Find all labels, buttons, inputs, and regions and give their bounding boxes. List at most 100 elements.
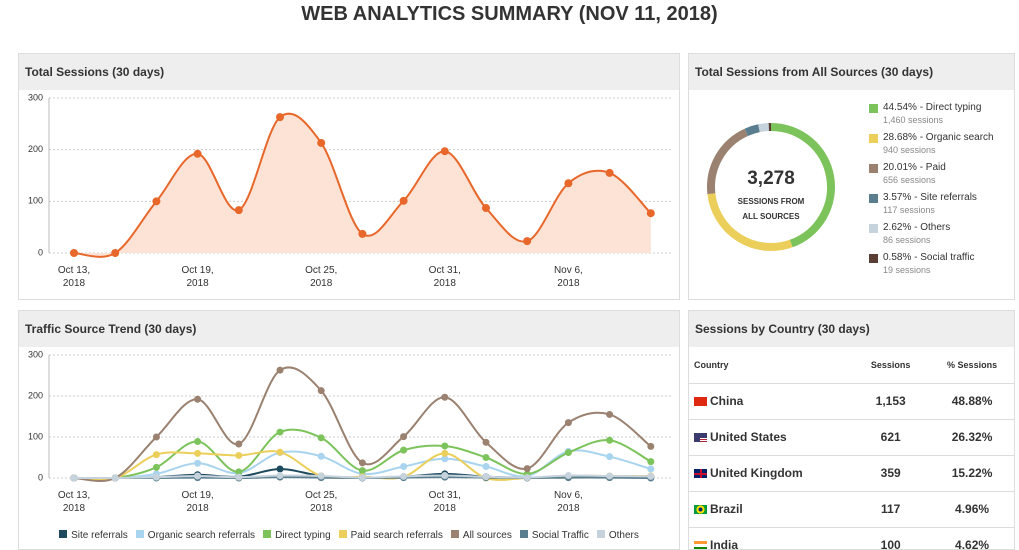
legend-item: Paid search referrals [339, 530, 443, 541]
point [606, 472, 613, 479]
flag-icon [694, 433, 707, 442]
legend-swatch [869, 164, 878, 173]
table-cell: 48.88% [930, 383, 1014, 419]
panel: Total Sessions from All Sources (30 days… [688, 53, 1015, 300]
point [647, 443, 654, 450]
legend-swatch [339, 530, 347, 538]
point [70, 249, 78, 257]
cell-text: 621 [881, 430, 901, 444]
table-cell: 15.22% [930, 455, 1014, 491]
x-tick-label: Oct 13, 2018 [49, 264, 99, 290]
legend-label: 44.54% - Direct typing [883, 102, 981, 113]
page-title: WEB ANALYTICS SUMMARY (NOV 11, 2018) [0, 3, 1019, 26]
point [112, 475, 119, 482]
point [606, 437, 613, 444]
cell-text: United Kingdom [710, 466, 803, 480]
y-tick-label: 300 [28, 349, 43, 359]
legend-swatch [263, 530, 271, 538]
cell-text: China [710, 394, 743, 408]
point [441, 443, 448, 450]
flag-icon [694, 541, 707, 550]
cell-text: 4.96% [955, 502, 989, 516]
point [606, 453, 613, 460]
point [153, 474, 160, 481]
table-cell: 100 [851, 527, 930, 550]
column-header: Country [689, 347, 851, 383]
table-cell: 26.32% [930, 419, 1014, 455]
legend-swatch [520, 530, 528, 538]
legend-label: Social Traffic [532, 530, 589, 541]
point [441, 147, 449, 155]
point [483, 454, 490, 461]
legend-swatch [869, 104, 878, 113]
table-cell: Brazil [689, 491, 851, 527]
legend-swatch [451, 530, 459, 538]
point [359, 467, 366, 474]
point [235, 474, 242, 481]
y-tick-label: 0 [38, 472, 43, 482]
legend-sub: 656 sessions [883, 175, 936, 185]
legend-swatch [869, 224, 878, 233]
point [647, 473, 654, 480]
donut-segment [711, 132, 746, 193]
legend-label: Site referrals [71, 530, 128, 541]
y-tick-label: 100 [28, 431, 43, 441]
legend-sub: 117 sessions [883, 205, 935, 215]
legend-swatch [597, 530, 605, 538]
table-cell: United Kingdom [689, 455, 851, 491]
point [317, 139, 325, 147]
point [194, 460, 201, 467]
x-tick-label: Oct 25, 2018 [296, 489, 346, 515]
point [153, 464, 160, 471]
x-tick-label: Oct 25, 2018 [296, 264, 346, 290]
column-header: % Sessions [930, 347, 1014, 383]
point [318, 472, 325, 479]
cell-text: 117 [881, 502, 900, 516]
legend-label: Direct typing [275, 530, 331, 541]
legend-item: Direct typing [263, 530, 331, 541]
table-cell: 1,153 [851, 383, 930, 419]
point [153, 434, 160, 441]
point [277, 449, 284, 456]
table-cell: China [689, 383, 851, 419]
y-tick-label: 0 [38, 247, 43, 257]
legend-label: Paid search referrals [351, 530, 443, 541]
legend-label: Others [609, 530, 639, 541]
legend-item: Site referrals [59, 530, 128, 541]
legend-swatch [869, 134, 878, 143]
x-tick-label: Oct 19, 2018 [173, 489, 223, 515]
point [483, 439, 490, 446]
legend-swatch [869, 254, 878, 263]
cell-text: 4.62% [955, 538, 989, 550]
legend-swatch [869, 194, 878, 203]
point [441, 394, 448, 401]
point [71, 475, 78, 482]
x-tick-label: Nov 6, 2018 [543, 489, 593, 515]
flag-icon [694, 505, 707, 514]
table-cell: 117 [851, 491, 930, 527]
legend-label: 20.01% - Paid [883, 162, 946, 173]
point [277, 429, 284, 436]
point [277, 465, 284, 472]
point [400, 463, 407, 470]
point [647, 465, 654, 472]
legend-sub: 86 sessions [883, 235, 931, 245]
legend-item: Others [597, 530, 639, 541]
legend-sub: 1,460 sessions [883, 115, 943, 125]
x-tick-label: Nov 6, 2018 [543, 264, 593, 290]
point [152, 197, 160, 205]
point [606, 411, 613, 418]
point [400, 447, 407, 454]
point [358, 230, 366, 238]
cell-text: 15.22% [952, 466, 993, 480]
column-header: Sessions [851, 347, 930, 383]
point [400, 433, 407, 440]
x-tick-label: Oct 13, 2018 [49, 489, 99, 515]
table-cell: United States [689, 419, 851, 455]
